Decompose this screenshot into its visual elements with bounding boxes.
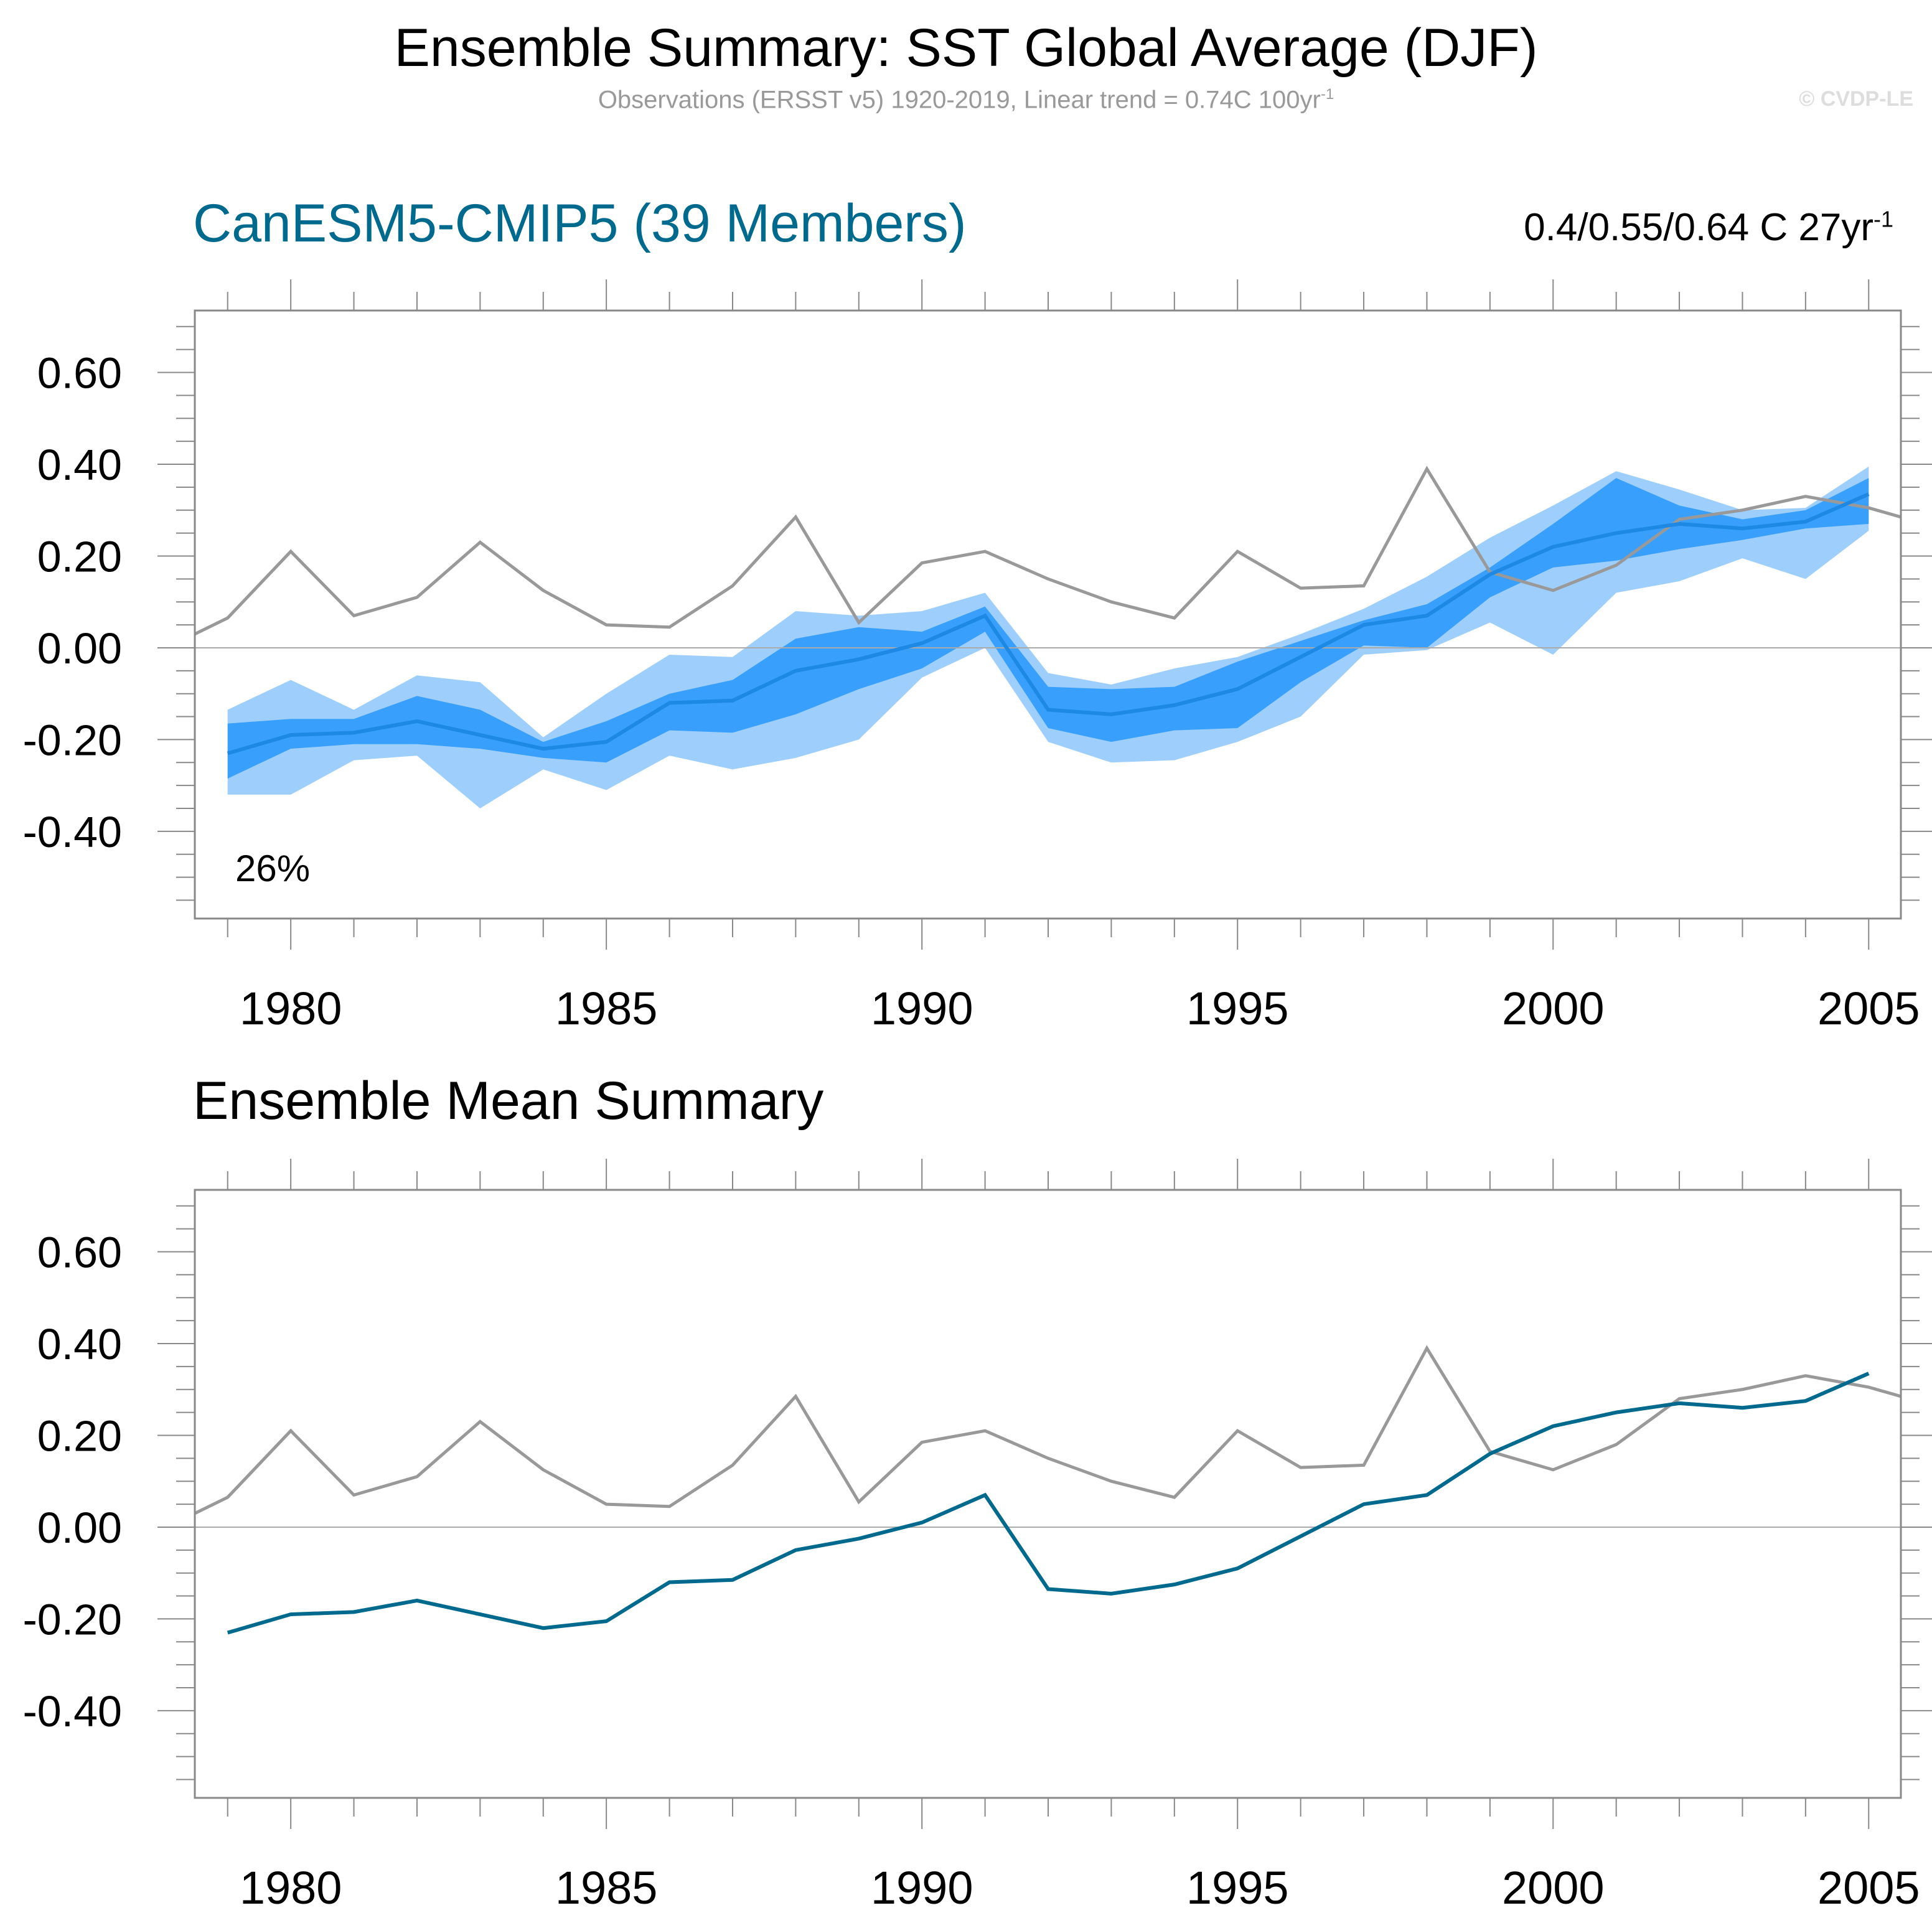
trend-text: 0.4/0.55/0.64 C 27yr: [1524, 206, 1873, 249]
observations-line: [194, 465, 1902, 636]
panel-1-trend-annotation: 0.4/0.55/0.64 C 27yr-1: [1524, 205, 1893, 250]
ensemble-mean-line: [227, 492, 1870, 755]
x-tick-label: 1990: [871, 983, 973, 1034]
main-title: Ensemble Summary: SST Global Average (DJ…: [394, 18, 1538, 78]
panel-1-title: CanESM5-CMIP5 (39 Members): [193, 194, 967, 253]
x-tick-label: 2005: [1817, 1862, 1920, 1913]
plot-frame: [194, 309, 1902, 920]
y-tick-label: 0.60: [37, 1228, 122, 1277]
y-tick-label: 0.00: [37, 1504, 122, 1552]
x-tick-label: 2000: [1502, 983, 1605, 1034]
x-tick-label: 1995: [1186, 983, 1289, 1034]
y-tick-label: -0.20: [22, 716, 122, 764]
subtitle-superscript: -1: [1320, 86, 1334, 103]
y-tick-label: 0.20: [37, 532, 122, 581]
plot-area: [194, 465, 1902, 809]
x-tick-label: 1985: [555, 1862, 658, 1913]
y-tick-label: -0.40: [22, 808, 122, 856]
y-tick-label: -0.40: [22, 1687, 122, 1736]
band-25-75-percentile: [227, 478, 1869, 779]
chart-ensemble-mean-summary: 1980 1985 1990 1995 2000 2005 -0.40 -0.20 0.00 0.…: [22, 1159, 1932, 1913]
x-tick-label: 1980: [240, 1862, 342, 1913]
x-tick-label: 1995: [1186, 1862, 1289, 1913]
plot-frame: [194, 1189, 1902, 1799]
y-tick-label: 0.20: [37, 1411, 122, 1460]
subtitle: Observations (ERSST v5) 1920-2019, Linea…: [0, 86, 1932, 114]
plot-area: [194, 1345, 1902, 1635]
x-tick-label: 2000: [1502, 1862, 1605, 1913]
chart-ensemble-summary: 1980 1985 1990 1995 2000 2005 -0.40 -0.20 0.00 0.…: [22, 279, 1932, 1034]
x-tick-label: 1980: [240, 983, 342, 1034]
trend-superscript: -1: [1873, 206, 1893, 232]
watermark: © CVDP-LE: [1799, 87, 1913, 111]
subtitle-text: Observations (ERSST v5) 1920-2019, Linea…: [598, 86, 1321, 114]
x-tick-label: 1990: [871, 1862, 973, 1913]
panel-2-title: Ensemble Mean Summary: [193, 1071, 824, 1131]
y-tick-label: -0.20: [22, 1595, 122, 1644]
y-tick-label: 0.40: [37, 441, 122, 489]
x-tick-label: 2005: [1817, 983, 1920, 1034]
ensemble-mean-line: [227, 1372, 1870, 1635]
percent-annotation: 26%: [235, 848, 310, 889]
observations-line: [194, 1345, 1902, 1515]
y-tick-label: 0.60: [37, 349, 122, 398]
y-tick-label: 0.40: [37, 1320, 122, 1368]
y-tick-label: 0.00: [37, 624, 122, 673]
x-tick-label: 1985: [555, 983, 658, 1034]
